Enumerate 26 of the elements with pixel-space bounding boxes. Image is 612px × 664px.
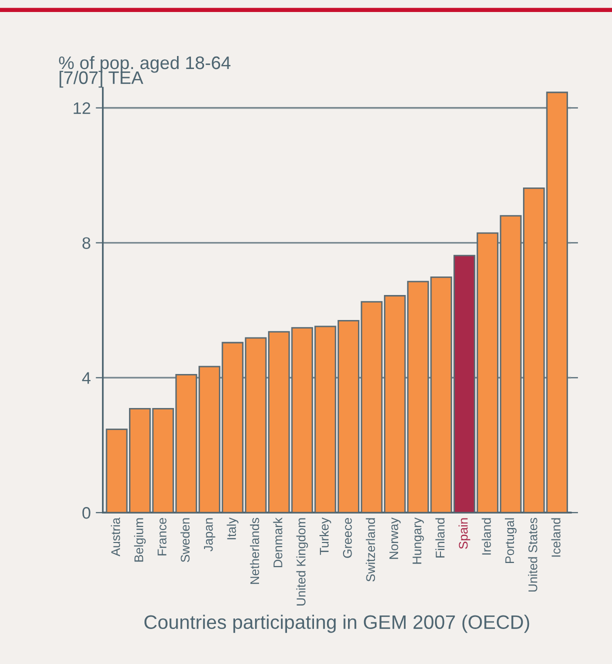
x-tick-label: Italy — [226, 517, 238, 540]
y-tick-label: 12 — [74, 102, 90, 114]
x-tick-label: United Kingdom — [296, 518, 308, 606]
x-tick-label: Ireland — [482, 518, 491, 555]
x-tick-label: Iceland — [551, 518, 560, 557]
x-tick-label: Japan — [204, 518, 216, 552]
y-tick-label: 0 — [82, 507, 90, 519]
y-tick-label: 4 — [82, 372, 91, 384]
x-tick-label: Turkey — [319, 517, 332, 555]
x-tick-label: Denmark — [273, 517, 282, 568]
x-tick-label: Greece — [343, 518, 352, 558]
x-tick-label: Austria — [110, 517, 120, 556]
x-tick-label: Switzerland — [366, 518, 376, 582]
x-tick-label: Hungary — [412, 517, 424, 564]
x-tick-label: Netherlands — [250, 518, 260, 584]
x-tick-label: Portugal — [504, 518, 517, 563]
x-tick-label: United States — [528, 518, 538, 592]
x-tick-label: France — [158, 518, 166, 556]
x-tick-label: Sweden — [180, 518, 190, 562]
x-tick-label: Norway — [389, 517, 401, 559]
x-tick-label: Spain — [458, 518, 470, 549]
x-tick-label: Belgium — [134, 518, 146, 562]
x-tick-label: Finland — [435, 518, 445, 558]
y-axis-title: % of pop. aged 18-64 [7/07] TEA — [58, 56, 230, 88]
x-axis-title: Countries participating in GEM 2007 (OECD) — [144, 614, 530, 633]
y-tick-label: 8 — [82, 237, 90, 249]
